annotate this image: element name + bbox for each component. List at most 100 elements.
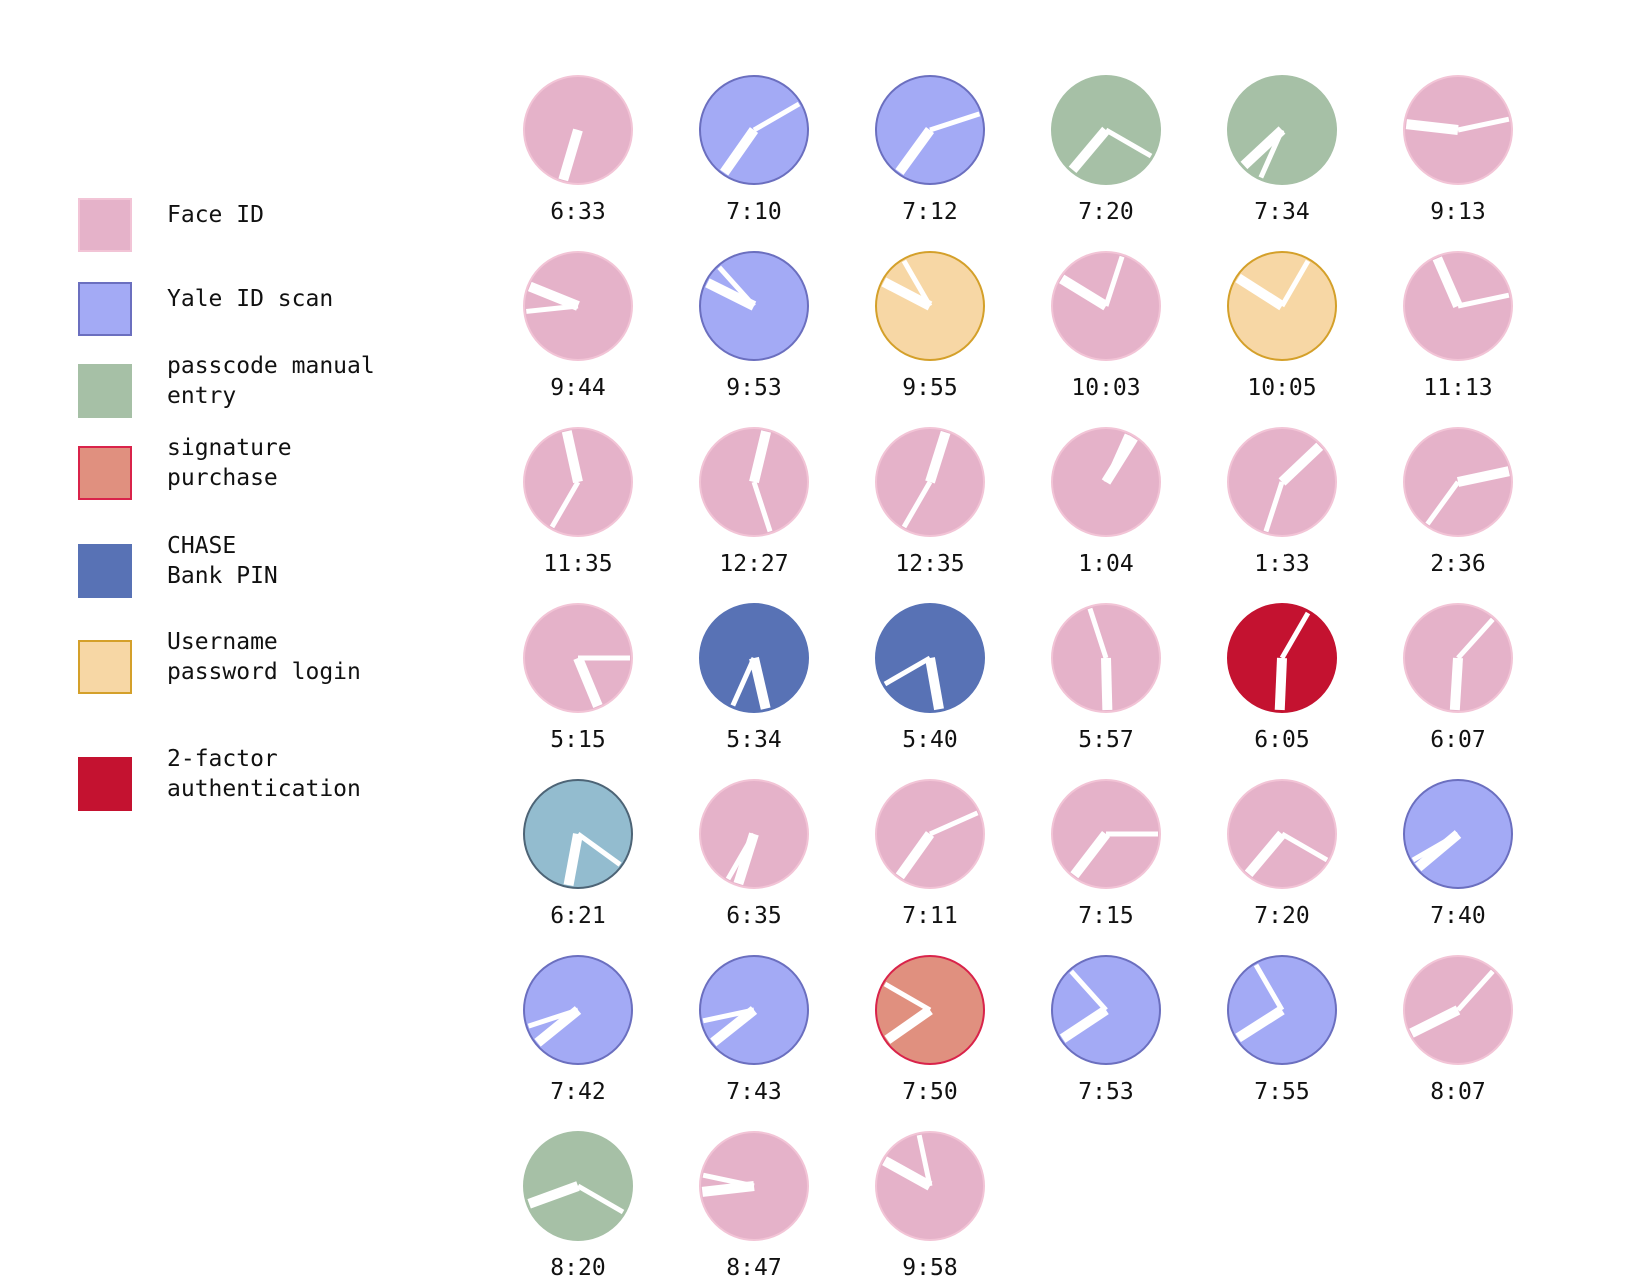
- hour-hand: [1409, 1005, 1461, 1038]
- minute-hand: [1263, 481, 1285, 533]
- hour-hand: [1101, 657, 1113, 711]
- hour-hand: [573, 656, 603, 708]
- hour-hand: [1235, 1005, 1285, 1043]
- hour-hand: [1274, 657, 1287, 711]
- hour-hand: [749, 430, 772, 484]
- legend-label: passcode manual entry: [167, 353, 375, 409]
- time-label: 7:11: [902, 903, 957, 929]
- minute-hand: [1456, 969, 1495, 1012]
- time-label: 10:03: [1071, 375, 1140, 401]
- clock-glyph: 1:33: [1227, 427, 1337, 577]
- legend: Face ID Yale ID scan passcode manual entry…: [0, 0, 480, 1276]
- clock-glyph: 7:40: [1403, 779, 1513, 929]
- clock-glyph: 7:34: [1227, 75, 1337, 225]
- minute-hand: [751, 481, 773, 533]
- legend-label: Face ID: [167, 202, 264, 228]
- time-label: 11:13: [1423, 375, 1492, 401]
- hour-hand: [884, 1005, 933, 1044]
- legend-swatch: [78, 640, 132, 694]
- time-label: 1:04: [1078, 551, 1133, 577]
- time-label: 12:27: [719, 551, 788, 577]
- minute-hand: [1253, 963, 1285, 1012]
- clock-glyph: 5:57: [1051, 603, 1161, 753]
- legend-label: 2-factor authentication: [167, 746, 361, 802]
- hour-hand: [1449, 657, 1463, 711]
- clock-glyph: 9:13: [1403, 75, 1513, 225]
- hour-hand: [1244, 830, 1286, 878]
- time-label: 1:33: [1254, 551, 1309, 577]
- hour-hand: [705, 278, 757, 311]
- hour-hand: [561, 430, 583, 484]
- clock-glyph: 2:36: [1403, 427, 1513, 577]
- minute-hand: [1087, 607, 1109, 659]
- clock-glyph: 8:20: [523, 1131, 633, 1276]
- clock-glyph: 8:07: [1403, 955, 1513, 1105]
- clock-glyph: 7:43: [699, 955, 809, 1105]
- time-label: 12:35: [895, 551, 964, 577]
- legend-label: CHASE Bank PIN: [167, 533, 278, 589]
- clock-glyph: 7:20: [1227, 779, 1337, 929]
- minute-hand: [730, 656, 757, 707]
- clock-glyph: 7:42: [523, 955, 633, 1105]
- minute-hand: [916, 1134, 933, 1187]
- clock-glyph: 7:10: [699, 75, 809, 225]
- hour-hand: [925, 657, 944, 711]
- minute-hand: [1457, 292, 1510, 309]
- clock-glyph: 7:55: [1227, 955, 1337, 1105]
- clock-glyph: 5:34: [699, 603, 809, 753]
- clock-glyph: 10:05: [1227, 251, 1337, 401]
- clock-glyph: 1:04: [1051, 427, 1161, 577]
- clock-glyph: 6:33: [523, 75, 633, 225]
- clock-glyph: 9:55: [875, 251, 985, 401]
- time-label: 5:15: [550, 727, 605, 753]
- minute-hand: [928, 810, 979, 837]
- minute-hand: [1279, 259, 1311, 308]
- time-label: 9:55: [902, 375, 957, 401]
- hour-hand: [1235, 273, 1285, 311]
- minute-hand: [883, 655, 932, 687]
- hour-hand: [720, 127, 759, 176]
- hour-hand: [1405, 119, 1459, 135]
- minute-hand: [1457, 116, 1510, 133]
- time-label: 7:53: [1078, 1079, 1133, 1105]
- time-label: 9:53: [726, 375, 781, 401]
- time-label: 6:35: [726, 903, 781, 929]
- clock-glyph: 12:35: [875, 427, 985, 577]
- minute-hand: [752, 101, 801, 133]
- minute-hand: [576, 1183, 625, 1215]
- hour-hand: [1278, 442, 1324, 486]
- time-label: 6:07: [1430, 727, 1485, 753]
- minute-hand: [1425, 480, 1461, 526]
- clock-glyph: 7:50: [875, 955, 985, 1105]
- time-label: 10:05: [1247, 375, 1316, 401]
- legend-label: Yale ID scan: [167, 286, 334, 312]
- hour-hand: [895, 127, 935, 176]
- minute-hand: [1279, 611, 1311, 660]
- clock-glyph: 6:07: [1403, 603, 1513, 753]
- time-label: 8:20: [550, 1255, 605, 1276]
- clock-glyph: 7:53: [1051, 955, 1161, 1105]
- hour-hand: [1240, 126, 1286, 170]
- hour-hand: [882, 1156, 933, 1191]
- hour-hand: [1068, 126, 1110, 174]
- minute-hand: [1456, 617, 1495, 660]
- minute-hand: [929, 111, 981, 133]
- legend-label: signature purchase: [167, 435, 292, 491]
- clock-glyph: 8:47: [699, 1131, 809, 1276]
- clock-glyph: 7:12: [875, 75, 985, 225]
- time-label: 7:40: [1430, 903, 1485, 929]
- legend-swatch: [78, 282, 132, 336]
- time-label: 6:05: [1254, 727, 1309, 753]
- minute-hand: [901, 480, 933, 529]
- clock-glyph: 11:13: [1403, 251, 1513, 401]
- time-label: 5:40: [902, 727, 957, 753]
- time-label: 5:34: [726, 727, 781, 753]
- hour-hand: [1456, 466, 1510, 487]
- clock-glyph: 6:05: [1227, 603, 1337, 753]
- minute-hand: [1103, 255, 1125, 307]
- clock-glyph: 12:27: [699, 427, 809, 577]
- time-label: 7:55: [1254, 1079, 1309, 1105]
- hour-hand: [534, 1006, 582, 1047]
- minute-hand: [1104, 127, 1153, 159]
